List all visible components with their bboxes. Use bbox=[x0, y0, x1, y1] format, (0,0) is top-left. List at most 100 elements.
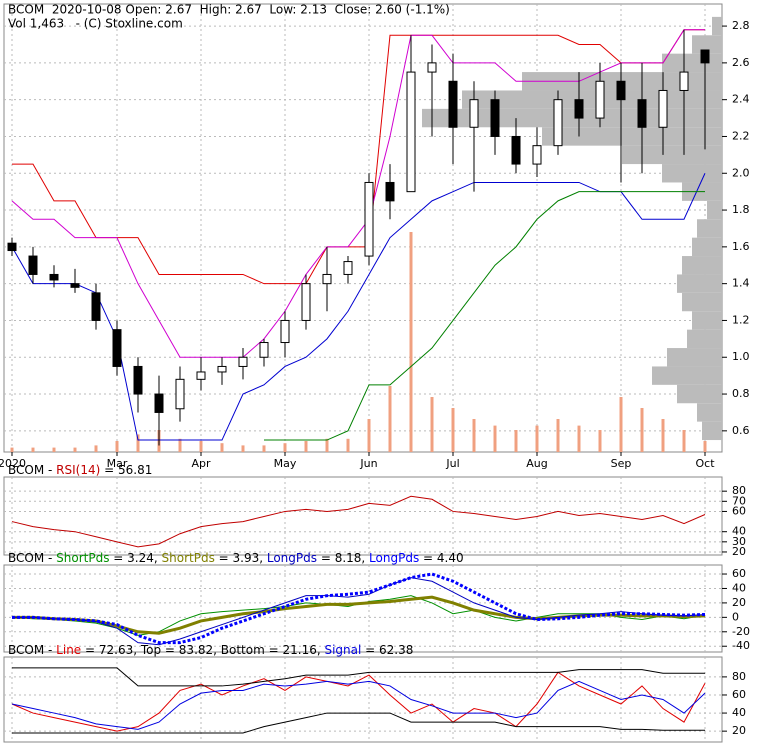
profile-bar bbox=[687, 329, 722, 349]
x-tick-label: 2020 bbox=[0, 457, 26, 470]
candle-body bbox=[406, 71, 416, 193]
x-tick-label: Sep bbox=[611, 457, 632, 470]
candle-body bbox=[301, 283, 311, 321]
volume-bar bbox=[367, 419, 371, 452]
legend-value: = 4.40 bbox=[419, 551, 463, 565]
volume-bar bbox=[535, 425, 539, 452]
candle-body bbox=[133, 365, 143, 395]
profile-bar bbox=[622, 145, 722, 165]
volume-bar bbox=[703, 441, 707, 452]
profile-bar bbox=[542, 127, 722, 146]
legend: BCOM - RSI(14) = 56.81 bbox=[8, 463, 152, 477]
candle-body bbox=[553, 99, 563, 147]
legend-name: LongPds bbox=[267, 551, 317, 565]
candle-body bbox=[28, 255, 38, 275]
legend-prefix: BCOM - bbox=[8, 551, 56, 565]
volume-bar bbox=[493, 425, 497, 452]
candle-body bbox=[49, 273, 59, 281]
legend-name: Top bbox=[140, 643, 161, 657]
legend-value: = 72.63, bbox=[81, 643, 141, 657]
y-tick-label: 20 bbox=[732, 545, 746, 558]
y-tick-label: 1.4 bbox=[732, 277, 750, 290]
profile-bar bbox=[692, 311, 722, 330]
candle-body bbox=[616, 80, 626, 101]
candle-body bbox=[343, 261, 353, 275]
panel-frame bbox=[3, 564, 723, 653]
legend-name: LongPds bbox=[369, 551, 419, 565]
candle-body bbox=[154, 393, 164, 413]
legend-value: = 8.18, bbox=[317, 551, 369, 565]
volume-bar bbox=[10, 447, 14, 452]
y-tick-label: 0.8 bbox=[732, 387, 750, 400]
series-line bbox=[11, 173, 706, 441]
y-tick-label: 2.4 bbox=[732, 93, 750, 106]
candle-body bbox=[91, 292, 101, 321]
legend-value: = 3.24, bbox=[109, 551, 161, 565]
legend-prefix: BCOM - bbox=[8, 463, 56, 477]
profile-bar bbox=[697, 403, 722, 422]
volume-bar bbox=[661, 419, 665, 452]
series-line bbox=[12, 29, 705, 285]
series-line bbox=[12, 572, 706, 645]
y-tick-label: 1.6 bbox=[732, 240, 750, 253]
series-line bbox=[11, 671, 706, 732]
y-tick-label: -40 bbox=[732, 639, 750, 652]
volume-bar bbox=[199, 441, 203, 452]
candle-body bbox=[637, 99, 647, 128]
legend-value: = 21.16, bbox=[265, 643, 325, 657]
legend-name: ShortPds bbox=[162, 551, 215, 565]
series-line bbox=[11, 495, 706, 548]
legend: BCOM - Line = 72.63, Top = 83.82, Bottom… bbox=[8, 643, 413, 657]
y-tick-label: 40 bbox=[732, 581, 746, 594]
candle-body bbox=[679, 71, 689, 91]
x-tick-label: Jun bbox=[359, 457, 377, 470]
panel-frame bbox=[3, 476, 723, 556]
candle-body bbox=[448, 80, 458, 128]
legend-prefix: BCOM - bbox=[8, 643, 56, 657]
volume-bar bbox=[115, 441, 119, 452]
profile-bar bbox=[662, 164, 722, 183]
volume-bar bbox=[682, 430, 686, 452]
profile-bar bbox=[692, 237, 722, 257]
x-tick-label: Aug bbox=[526, 457, 547, 470]
y-tick-label: 80 bbox=[732, 670, 746, 683]
profile-bar bbox=[667, 348, 722, 367]
header-text: BCOM 2020-10-08 Open: 2.67 High: 2.67 Lo… bbox=[8, 3, 450, 17]
candle-body bbox=[175, 378, 185, 410]
profile-bar bbox=[707, 200, 722, 220]
candle-body bbox=[280, 319, 290, 344]
candle-body bbox=[427, 62, 437, 73]
volume-bar bbox=[619, 397, 623, 452]
y-tick-label: 1.0 bbox=[732, 350, 750, 363]
volume-bar bbox=[472, 419, 476, 452]
y-tick-label: 60 bbox=[732, 688, 746, 701]
series-line bbox=[11, 680, 706, 730]
y-tick-label: 60 bbox=[732, 567, 746, 580]
y-tick-label: 20 bbox=[732, 596, 746, 609]
candle-body bbox=[364, 181, 374, 257]
profile-bar bbox=[682, 256, 722, 275]
volume-bar bbox=[178, 438, 182, 452]
volume-bar bbox=[283, 443, 287, 452]
volume-bar bbox=[598, 430, 602, 452]
profile-bar bbox=[702, 421, 722, 441]
profile-bar bbox=[677, 274, 722, 293]
series-line bbox=[12, 667, 705, 687]
y-tick-label: 2.6 bbox=[732, 56, 750, 69]
volume-bar bbox=[325, 438, 329, 452]
legend-name: RSI(14) bbox=[56, 463, 100, 477]
profile-bar bbox=[462, 90, 722, 109]
y-tick-label: 2.8 bbox=[732, 19, 750, 32]
volume-bar bbox=[262, 445, 266, 452]
candle-body bbox=[196, 371, 206, 380]
candle-body bbox=[217, 365, 227, 373]
volume-bar bbox=[556, 419, 560, 452]
x-tick-label: May bbox=[274, 457, 297, 470]
profile-bar bbox=[677, 384, 722, 404]
volume-bar bbox=[514, 430, 518, 452]
profile-bar bbox=[422, 108, 722, 128]
profile-bar bbox=[682, 292, 722, 312]
candle-body bbox=[469, 99, 479, 128]
candle-body bbox=[385, 181, 395, 202]
volume-bar bbox=[577, 425, 581, 452]
